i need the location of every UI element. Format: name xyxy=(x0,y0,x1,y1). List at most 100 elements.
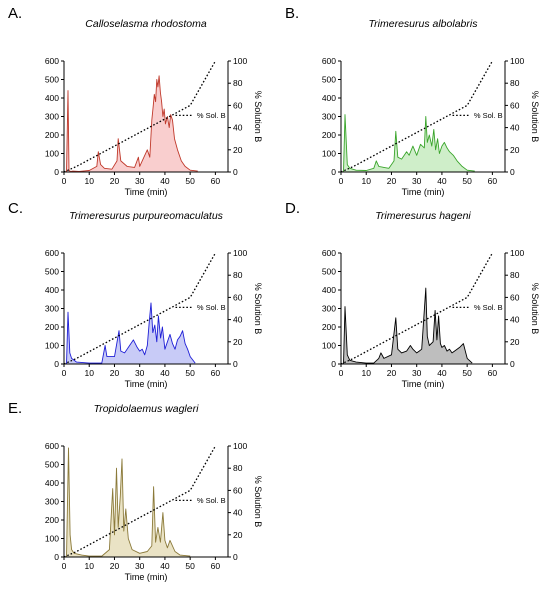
y-tick-label: 400 xyxy=(45,285,59,295)
y-tick-label: 500 xyxy=(322,267,336,277)
legend-label: % Sol. B xyxy=(474,303,503,312)
y-tick-label: 200 xyxy=(45,515,59,525)
y2-tick-label: 100 xyxy=(510,56,524,66)
x-tick-label: 30 xyxy=(135,368,145,378)
x-tick-label: 10 xyxy=(361,176,371,186)
y2-tick-label: 20 xyxy=(233,145,243,155)
y2-tick-label: 100 xyxy=(233,441,247,451)
y-tick-label: 100 xyxy=(45,534,59,544)
chromatogram-trace xyxy=(341,287,473,365)
y-tick-label: 0 xyxy=(54,167,59,177)
y2-tick-label: 60 xyxy=(233,485,243,495)
y-tick-label: 0 xyxy=(331,359,336,369)
y-tick-label: 300 xyxy=(45,497,59,507)
y-tick-label: 200 xyxy=(322,130,336,140)
x-tick-label: 40 xyxy=(437,368,447,378)
y-tick-label: 600 xyxy=(45,441,59,451)
y2-tick-label: 60 xyxy=(233,100,243,110)
x-tick-label: 0 xyxy=(62,368,67,378)
y-tick-label: 500 xyxy=(45,267,59,277)
y-tick-label: 200 xyxy=(45,130,59,140)
chart-title: Calloselasma rhodostoma xyxy=(85,18,207,30)
y-tick-label: 600 xyxy=(45,56,59,66)
x-tick-label: 10 xyxy=(84,561,94,571)
y-tick-label: 0 xyxy=(54,552,59,562)
gradient-line xyxy=(63,60,216,173)
y-tick-label: 200 xyxy=(45,322,59,332)
x-axis-title: Time (min) xyxy=(402,379,445,389)
x-tick-label: 20 xyxy=(387,176,397,186)
y2-tick-label: 40 xyxy=(233,315,243,325)
y2-tick-label: 80 xyxy=(233,78,243,88)
y2-tick-label: 100 xyxy=(510,248,524,258)
x-tick-label: 50 xyxy=(462,368,472,378)
y2-axis-title: % Solution B xyxy=(253,91,263,143)
y-tick-label: 300 xyxy=(322,304,336,314)
y-tick-label: 200 xyxy=(322,322,336,332)
x-tick-label: 60 xyxy=(211,561,221,571)
panel-letter: E. xyxy=(8,400,22,417)
x-tick-label: 20 xyxy=(110,368,120,378)
y-tick-label: 0 xyxy=(331,167,336,177)
y-tick-label: 400 xyxy=(45,93,59,103)
x-tick-label: 40 xyxy=(437,176,447,186)
x-axis-title: Time (min) xyxy=(402,187,445,197)
y2-tick-label: 40 xyxy=(233,123,243,133)
y-tick-label: 100 xyxy=(45,149,59,159)
x-tick-label: 0 xyxy=(62,176,67,186)
panel-letter: A. xyxy=(8,5,22,22)
gradient-line xyxy=(63,252,216,365)
chart-title: Trimeresurus albolabris xyxy=(369,18,479,30)
x-tick-label: 40 xyxy=(160,561,170,571)
x-tick-label: 10 xyxy=(84,176,94,186)
legend-label: % Sol. B xyxy=(474,111,503,120)
chart-panel-2: B.Trimeresurus albolabris% Sol. B0100200… xyxy=(285,5,540,197)
chromatogram-fill xyxy=(64,447,191,557)
x-tick-label: 0 xyxy=(339,176,344,186)
y2-tick-label: 80 xyxy=(510,270,520,280)
y2-axis-title: % Solution B xyxy=(530,283,540,335)
y2-tick-label: 60 xyxy=(510,292,520,302)
legend-label: % Sol. B xyxy=(197,496,226,505)
chart-title: Trimeresurus hageni xyxy=(375,210,471,222)
y2-tick-label: 20 xyxy=(233,337,243,347)
y2-tick-label: 40 xyxy=(510,123,520,133)
x-tick-label: 40 xyxy=(160,368,170,378)
x-tick-label: 30 xyxy=(135,561,145,571)
chart-title: Tropidolaemus wagleri xyxy=(94,403,200,415)
panel-letter: B. xyxy=(285,5,299,22)
y2-tick-label: 0 xyxy=(510,167,515,177)
chart-panel-4: D. Trimeresurus hageni% Sol. B01002003004… xyxy=(285,200,540,389)
x-tick-label: 0 xyxy=(339,368,344,378)
y2-tick-label: 60 xyxy=(233,292,243,302)
chromatogram-trace xyxy=(64,75,198,173)
x-tick-label: 60 xyxy=(211,176,221,186)
y2-tick-label: 100 xyxy=(233,56,247,66)
chart-title: Trimeresurus purpureomaculatus xyxy=(69,210,224,222)
y2-tick-label: 20 xyxy=(233,530,243,540)
y-tick-label: 400 xyxy=(45,478,59,488)
y-tick-label: 600 xyxy=(322,248,336,258)
y-tick-label: 100 xyxy=(322,149,336,159)
y-tick-label: 300 xyxy=(322,112,336,122)
x-tick-label: 0 xyxy=(62,561,67,571)
y-tick-label: 500 xyxy=(322,75,336,85)
x-tick-label: 40 xyxy=(160,176,170,186)
y2-axis-title: % Solution B xyxy=(253,476,263,528)
x-axis-title: Time (min) xyxy=(125,572,168,582)
y2-tick-label: 20 xyxy=(510,145,520,155)
x-tick-label: 50 xyxy=(185,368,195,378)
y2-tick-label: 100 xyxy=(233,248,247,258)
chromatogram-fill xyxy=(64,302,196,364)
y-tick-label: 400 xyxy=(322,93,336,103)
x-tick-label: 20 xyxy=(110,176,120,186)
x-tick-label: 20 xyxy=(110,561,120,571)
x-axis-title: Time (min) xyxy=(125,379,168,389)
y-tick-label: 300 xyxy=(45,304,59,314)
x-tick-label: 50 xyxy=(462,176,472,186)
gradient-line xyxy=(63,445,216,558)
y2-tick-label: 60 xyxy=(510,100,520,110)
x-tick-label: 30 xyxy=(412,368,422,378)
x-tick-label: 30 xyxy=(135,176,145,186)
